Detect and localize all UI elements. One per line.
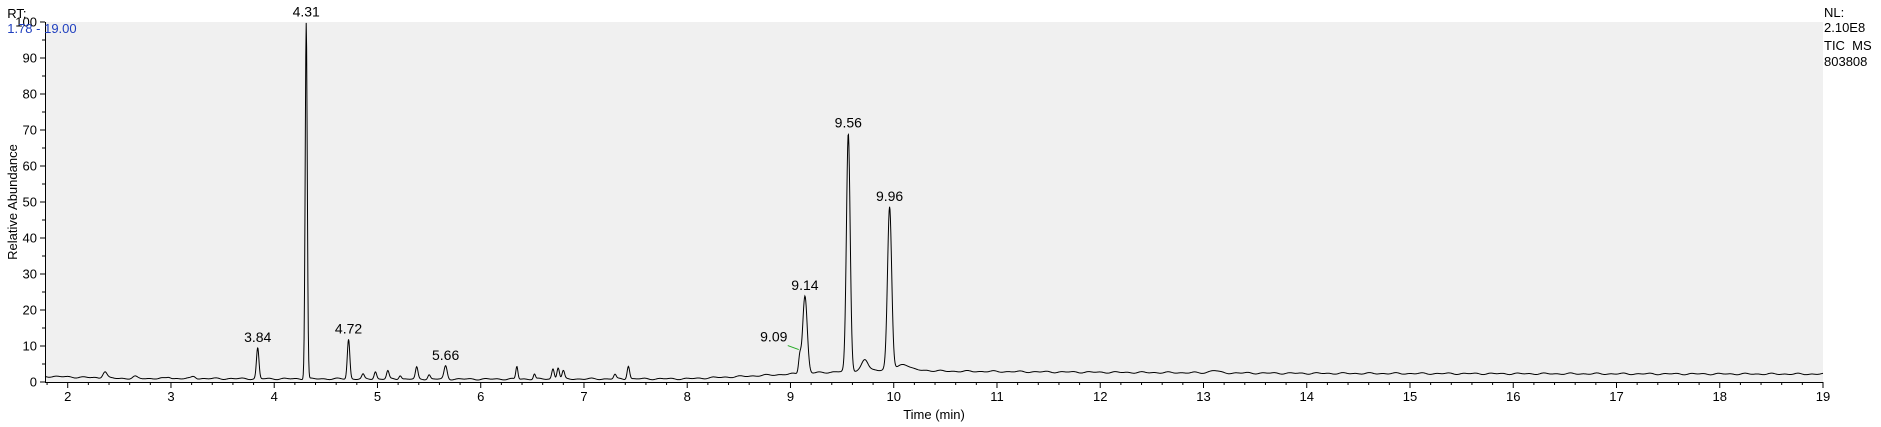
x-axis-title: Time (min) [903,407,965,422]
peak-label: 9.14 [791,277,818,293]
y-tick-label: 30 [23,267,37,282]
peak-label: 9.96 [876,188,903,204]
x-tick-label: 4 [271,389,278,404]
x-tick-label: 17 [1609,389,1623,404]
y-tick-label: 80 [23,87,37,102]
y-axis-title: Relative Abundance [5,144,20,260]
plot-area [45,22,1823,382]
x-tick-label: 5 [374,389,381,404]
x-tick-label: 11 [990,389,1004,404]
rt-range-header: RT: 1.78 - 19.00 [0,0,77,36]
peak-labels: 3.84 4.31 4.72 5.66 9.09 9.14 9.56 9.96 [244,3,903,363]
x-tick-label: 13 [1196,389,1210,404]
x-tick-label: 3 [167,389,174,404]
peak-label: 5.66 [432,347,459,363]
x-tick-label: 14 [1300,389,1314,404]
rt-prefix: RT: [7,6,27,21]
x-tick-label: 6 [477,389,484,404]
y-tick-label: 100 [15,15,37,30]
y-tick-label: 90 [23,51,37,66]
peak-label: 3.84 [244,329,271,345]
x-tick-label: 9 [787,389,794,404]
rt-range-value: 1.78 - 19.00 [7,21,77,36]
x-tick-label: 15 [1403,389,1417,404]
x-tick-label: 2 [64,389,71,404]
x-tick-label: 12 [1093,389,1107,404]
peak-label: 4.72 [335,320,362,336]
x-tick-label: 10 [886,389,900,404]
y-tick-label: 70 [23,123,37,138]
peak-label: 9.09 [760,329,787,345]
y-tick-label: 0 [30,375,37,390]
peak-label: 9.56 [835,115,862,131]
y-tick-label: 10 [23,339,37,354]
x-tick-label: 8 [684,389,691,404]
info-nl-label: NL: [1824,5,1845,20]
x-tick-label: 7 [580,389,587,404]
y-tick-label: 20 [23,303,37,318]
info-file-id: 803808 [1824,54,1868,69]
y-tick-label: 60 [23,159,37,174]
axes: 2 3 4 5 6 7 8 9 10 11 12 13 14 15 16 17 18 19 0 10 20 30 40 50 6… [15,15,1830,405]
peak-leader-line [787,345,799,351]
x-tick-label: 16 [1506,389,1520,404]
info-scan-type: TIC MS [1824,38,1872,53]
x-tick-label: 19 [1816,389,1830,404]
info-nl-value: 2.10E8 [1824,20,1866,35]
x-tick-label: 18 [1713,389,1727,404]
peak-label: 4.31 [293,3,320,19]
tic-trace [44,22,1824,381]
y-tick-label: 50 [23,195,37,210]
y-tick-label: 40 [23,231,37,246]
